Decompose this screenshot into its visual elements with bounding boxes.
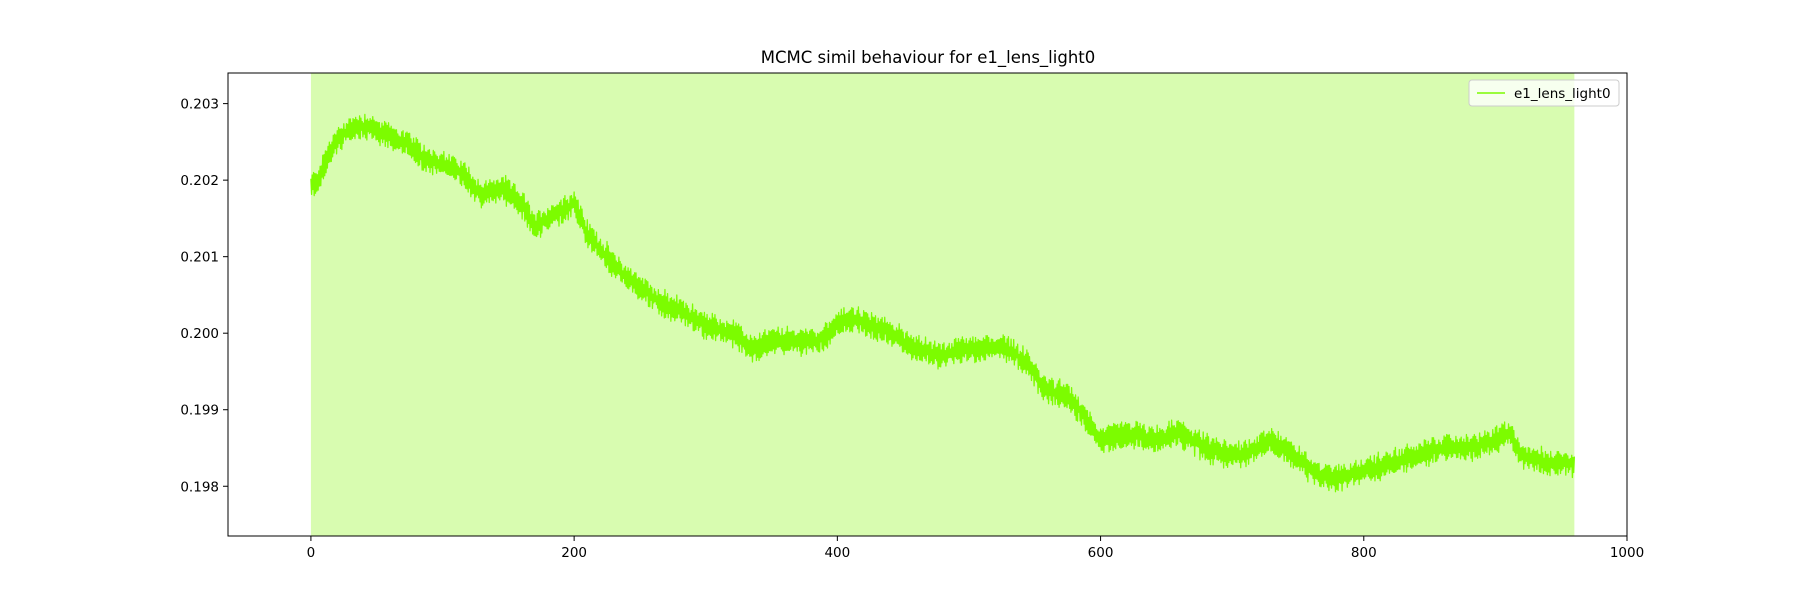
y-tick-label: 0.203 <box>180 97 219 113</box>
y-tick-label: 0.199 <box>180 403 219 419</box>
x-tick-label: 600 <box>1088 545 1114 561</box>
x-tick-label: 200 <box>561 545 587 561</box>
series-line-e1-lens-light0 <box>310 113 1576 493</box>
x-tick-label: 1000 <box>1610 545 1644 561</box>
chart-title: MCMC simil behaviour for e1_lens_light0 <box>761 48 1096 68</box>
x-tick-label: 400 <box>824 545 850 561</box>
y-axis: 0.198 0.199 0.200 0.201 0.202 0.203 <box>180 97 228 495</box>
axes-frame <box>227 72 1628 537</box>
y-tick-label: 0.200 <box>180 326 219 342</box>
y-tick-label: 0.198 <box>180 479 219 495</box>
plot-area <box>227 72 1628 537</box>
legend: e1_lens_light0 <box>1468 79 1620 107</box>
shaded-region <box>310 73 1575 536</box>
x-tick-label: 800 <box>1351 545 1377 561</box>
y-tick-label: 0.202 <box>180 173 219 189</box>
legend-label: e1_lens_light0 <box>1514 86 1611 102</box>
x-axis: 0 200 400 600 800 1000 <box>307 536 1644 561</box>
y-tick-label: 0.201 <box>180 250 219 266</box>
legend-box <box>1468 79 1620 107</box>
x-tick-label: 0 <box>307 545 316 561</box>
